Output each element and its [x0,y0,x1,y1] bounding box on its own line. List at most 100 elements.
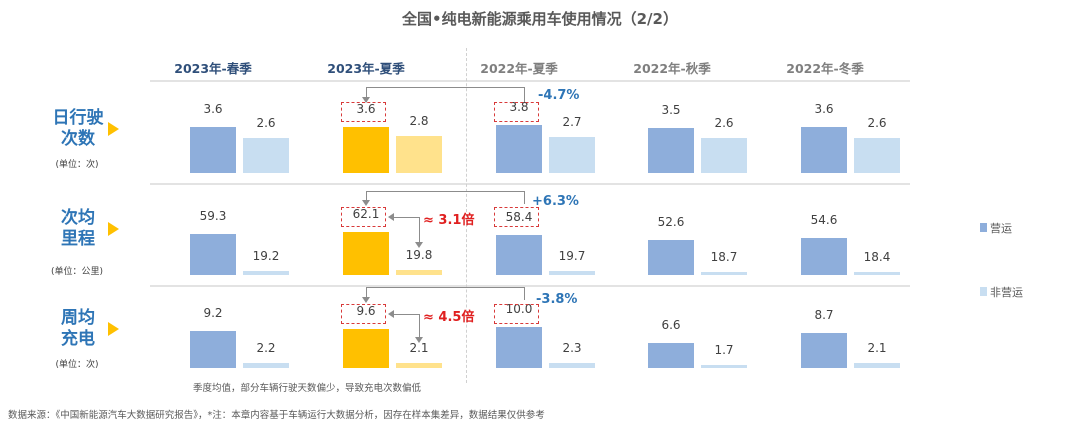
highlight-box [494,102,539,122]
ratio-label: ≈ 4.5倍 [423,310,475,325]
data-label: 9.2 [203,305,223,320]
change-percent: +6.3% [532,194,579,209]
year-divider [466,48,467,383]
data-label: 2.6 [867,115,887,130]
data-label: 62.1 [352,206,380,221]
bar-operating [190,330,236,368]
row-label-line: 充电 [61,329,95,349]
divider [150,183,910,185]
highlight-box [341,207,386,227]
column-header: 2022年-秋季 [633,61,711,76]
column-header: 2022年-冬季 [786,61,864,76]
legend-label: 非营运 [990,286,1023,299]
highlight-box [341,304,386,324]
data-label: 8.7 [814,308,834,323]
bar-non-operating [854,363,900,368]
row-label-line: 周均 [61,308,95,328]
column-header: 2023年-夏季 [327,61,405,76]
legend-label: 营运 [990,222,1012,235]
triangle-arrow-icon [108,222,119,236]
legend-swatch-operating [980,223,987,232]
row-label: 周均 充电 [48,308,108,350]
highlight-box [494,304,539,324]
data-label: 3.6 [814,101,834,116]
bar-non-operating [243,362,289,368]
data-label: 2.3 [562,340,582,355]
column-header: 2022年-夏季 [480,61,558,76]
data-label: 52.6 [657,215,685,230]
bar-non-operating [396,363,442,368]
arrow-down-icon [362,200,370,206]
row-label-line: 次数 [61,129,95,149]
ratio-connector [394,217,420,244]
row-label: 日行驶 次数 [48,108,108,150]
data-label: 3.6 [203,101,223,116]
data-label: 59.3 [199,209,227,224]
arrow-down-icon [415,337,423,343]
bar-operating [190,126,236,173]
bar-non-operating [549,270,595,275]
data-label: 1.7 [714,343,734,357]
bar-non-operating [854,137,900,173]
bar-non-operating [243,271,289,275]
bar-operating [648,127,694,173]
data-label: 6.6 [661,317,681,332]
data-label: 9.6 [356,304,376,319]
bar-non-operating [396,270,442,275]
data-label: 3.6 [356,101,376,116]
data-label: 2.7 [562,114,582,129]
arrow-left-icon [388,213,394,221]
divider [150,285,910,287]
chart-title: 全国•纯电新能源乘用车使用情况（2/2） [402,10,678,28]
data-label: 54.6 [810,213,838,228]
bar-non-operating [701,271,747,275]
data-label: 19.2 [252,249,280,264]
comparison-connector [366,287,525,300]
bar-operating [648,342,694,368]
arrow-down-icon [415,242,423,248]
arrow-down-icon [362,97,370,103]
data-label: 2.2 [256,340,276,355]
bar-operating [801,333,847,368]
unit-label: (单位：公里) [50,267,104,277]
change-percent: -3.8% [536,292,578,307]
data-label: 2.6 [256,115,276,130]
data-label: 19.7 [558,248,586,263]
comparison-connector [366,191,525,204]
footnote: 季度均值，部分车辆行驶天数偏少，导致充电次数偏低 [193,383,422,394]
data-label: 3.8 [509,99,529,114]
ratio-connector [394,314,420,339]
unit-label: (单位：次) [55,160,99,170]
bar-operating [496,124,542,173]
row-label-line: 里程 [61,229,95,249]
bar-operating [496,234,542,275]
data-label: 2.6 [714,115,734,130]
arrow-down-icon [362,297,370,303]
row-label-line: 日行驶 [52,108,104,128]
bar-non-operating [243,137,289,173]
bar-non-operating [549,362,595,368]
highlight-box [494,207,539,227]
bar-operating [343,329,389,368]
data-label: 58.4 [505,209,533,224]
arrow-left-icon [388,310,394,318]
data-label: 2.1 [409,341,429,356]
data-source: 数据来源：《中国新能源汽车大数据研究报告》，*注：本章内容基于车辆运行大数据分析… [8,410,545,421]
triangle-arrow-icon [108,122,119,136]
highlight-box [341,102,386,122]
bar-operating [801,126,847,173]
change-percent: -4.7% [538,88,580,103]
column-header: 2023年-春季 [174,61,252,76]
comparison-connector [366,87,525,102]
row-label-line: 次均 [61,208,95,228]
data-label: 18.7 [710,249,738,264]
bar-non-operating [701,137,747,173]
bar-operating [190,234,236,275]
data-label: 2.1 [867,341,887,356]
data-label: 19.8 [405,248,433,263]
bar-operating [343,126,389,173]
divider [150,80,910,82]
ratio-label: ≈ 3.1倍 [423,213,475,228]
data-label: 10.0 [505,302,533,317]
bar-non-operating [396,135,442,173]
